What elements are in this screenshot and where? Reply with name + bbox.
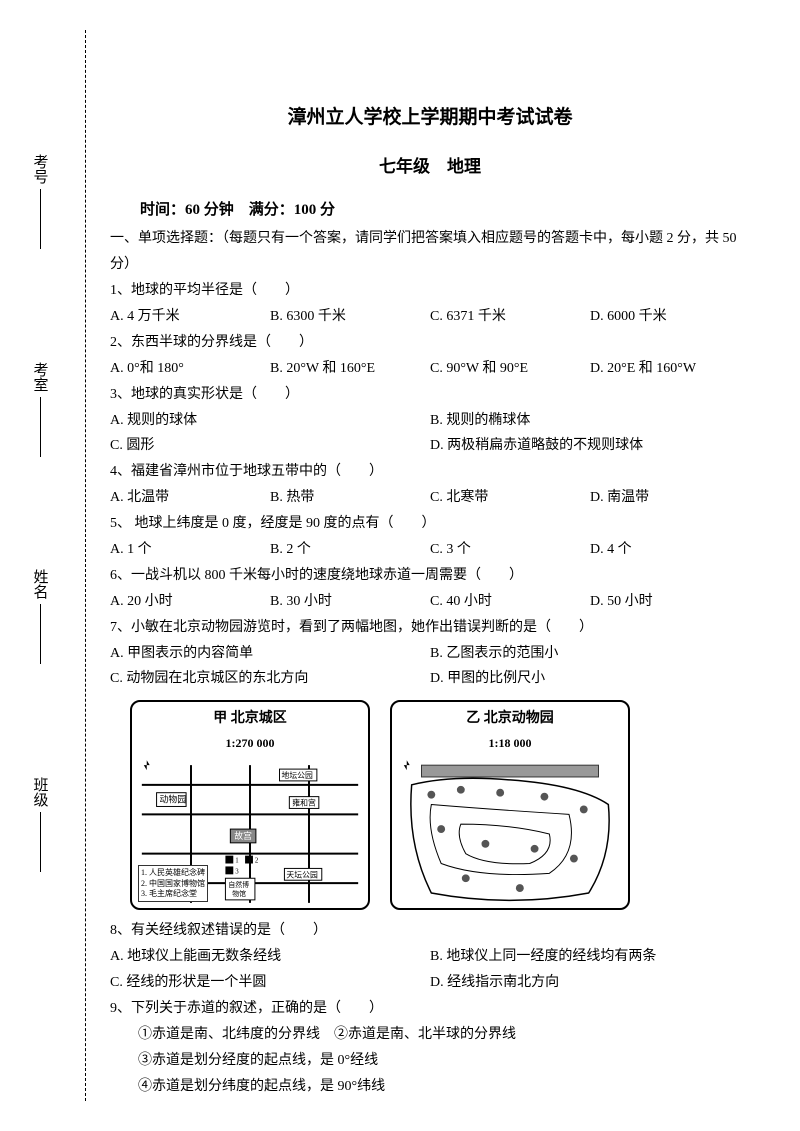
q3-d: D. 两极稍扁赤道略鼓的不规则球体: [430, 433, 750, 459]
svg-text:动物园: 动物园: [160, 794, 187, 805]
q8-c: C. 经线的形状是一个半圆: [110, 970, 430, 996]
question-6: 6、一战斗机以 800 千米每小时的速度绕地球赤道一周需要（ ）: [110, 563, 750, 589]
q2-d: D. 20°E 和 160°W: [590, 356, 750, 382]
q8-b: B. 地球仪上同一经度的经线均有两条: [430, 944, 750, 970]
q8-d: D. 经线指示南北方向: [430, 970, 750, 996]
q4-a: A. 北温带: [110, 485, 270, 511]
q3-c: C. 圆形: [110, 433, 430, 459]
q6-d: D. 50 小时: [590, 589, 750, 615]
q7-d: D. 甲图的比例尺小: [430, 666, 750, 692]
q6-a: A. 20 小时: [110, 589, 270, 615]
map-b-title: 乙 北京动物园: [392, 702, 628, 732]
map-b-svg: [392, 754, 628, 910]
q5-options: A. 1 个 B. 2 个 C. 3 个 D. 4 个: [110, 537, 750, 563]
svg-text:故宫: 故宫: [234, 830, 252, 841]
map-a-legend: 1. 人民英雄纪念碑 2. 中国国家博物馆 3. 毛主席纪念堂: [138, 865, 208, 902]
q1-options: A. 4 万千米 B. 6300 千米 C. 6371 千米 D. 6000 千…: [110, 304, 750, 330]
q1-d: D. 6000 千米: [590, 304, 750, 330]
map-a: 甲 北京城区 1:270 000 动物园 地坛公园 雍和宫 故宫 天坛公园: [130, 700, 370, 910]
q4-options: A. 北温带 B. 热带 C. 北寒带 D. 南温带: [110, 485, 750, 511]
q1-b: B. 6300 千米: [270, 304, 430, 330]
q2-options: A. 0°和 180° B. 20°W 和 160°E C. 90°W 和 90…: [110, 356, 750, 382]
svg-text:3: 3: [235, 869, 239, 876]
binding-margin: 考号 考室 姓名 班级: [20, 0, 60, 1131]
exam-meta: 时间：60 分钟 满分：100 分: [140, 197, 750, 225]
label-class: 班级: [30, 777, 51, 877]
map-b-scale: 1:18 000: [392, 732, 628, 754]
question-1: 1、地球的平均半径是（ ）: [110, 278, 750, 304]
q2-c: C. 90°W 和 90°E: [430, 356, 590, 382]
label-exam-room: 考室: [30, 362, 51, 462]
svg-text:雍和宫: 雍和宫: [292, 798, 316, 808]
q7-options: A. 甲图表示的内容简单 B. 乙图表示的范围小 C. 动物园在北京城区的东北方…: [110, 641, 750, 693]
q3-options: A. 规则的球体 B. 规则的椭球体 C. 圆形 D. 两极稍扁赤道略鼓的不规则…: [110, 408, 750, 460]
q4-b: B. 热带: [270, 485, 430, 511]
exam-title: 漳州立人学校上学期期中考试试卷: [110, 100, 750, 135]
svg-text:地坛公园: 地坛公园: [281, 770, 313, 780]
q4-d: D. 南温带: [590, 485, 750, 511]
q3-b: B. 规则的椭球体: [430, 408, 750, 434]
map-figures: 甲 北京城区 1:270 000 动物园 地坛公园 雍和宫 故宫 天坛公园: [130, 700, 750, 910]
q6-c: C. 40 小时: [430, 589, 590, 615]
q3-a: A. 规则的球体: [110, 408, 430, 434]
fold-line: [85, 30, 86, 1101]
map-a-title: 甲 北京城区: [132, 702, 368, 732]
label-name: 姓名: [30, 569, 51, 669]
q9-sub1: ①赤道是南、北纬度的分界线 ②赤道是南、北半球的分界线: [138, 1022, 750, 1048]
map-a-scale: 1:270 000: [132, 732, 368, 754]
svg-text:天坛公园: 天坛公园: [286, 870, 318, 880]
svg-text:自然博: 自然博: [228, 881, 249, 890]
q5-a: A. 1 个: [110, 537, 270, 563]
q7-b: B. 乙图表示的范围小: [430, 641, 750, 667]
q6-b: B. 30 小时: [270, 589, 430, 615]
question-9: 9、下列关于赤道的叙述，正确的是（ ）: [110, 996, 750, 1022]
exam-subtitle: 七年级 地理: [110, 151, 750, 182]
q7-c: C. 动物园在北京城区的东北方向: [110, 666, 430, 692]
question-2: 2、东西半球的分界线是（ ）: [110, 330, 750, 356]
q5-b: B. 2 个: [270, 537, 430, 563]
question-5: 5、 地球上纬度是 0 度，经度是 90 度的点有（ ）: [110, 511, 750, 537]
q1-c: C. 6371 千米: [430, 304, 590, 330]
question-4: 4、福建省漳州市位于地球五带中的（ ）: [110, 459, 750, 485]
q8-options: A. 地球仪上能画无数条经线 B. 地球仪上同一经度的经线均有两条 C. 经线的…: [110, 944, 750, 996]
question-7: 7、小敏在北京动物园游览时，看到了两幅地图，她作出错误判断的是（ ）: [110, 615, 750, 641]
question-8: 8、有关经线叙述错误的是（ ）: [110, 918, 750, 944]
q9-sub2: ③赤道是划分经度的起点线，是 0°经线: [138, 1048, 750, 1074]
q8-a: A. 地球仪上能画无数条经线: [110, 944, 430, 970]
exam-content: 漳州立人学校上学期期中考试试卷 七年级 地理 时间：60 分钟 满分：100 分…: [110, 100, 750, 1100]
q1-a: A. 4 万千米: [110, 304, 270, 330]
svg-text:1: 1: [235, 858, 239, 865]
section-1-head: 一、单项选择题：（每题只有一个答案，请同学们把答案填入相应题号的答题卡中，每小题…: [110, 226, 750, 278]
q5-d: D. 4 个: [590, 537, 750, 563]
q7-a: A. 甲图表示的内容简单: [110, 641, 430, 667]
map-b: 乙 北京动物园 1:18 000: [390, 700, 630, 910]
q5-c: C. 3 个: [430, 537, 590, 563]
q6-options: A. 20 小时 B. 30 小时 C. 40 小时 D. 50 小时: [110, 589, 750, 615]
q4-c: C. 北寒带: [430, 485, 590, 511]
svg-text:2: 2: [255, 858, 259, 865]
svg-text:物馆: 物馆: [232, 889, 246, 898]
q2-a: A. 0°和 180°: [110, 356, 270, 382]
question-3: 3、地球的真实形状是（ ）: [110, 382, 750, 408]
q9-sub3: ④赤道是划分纬度的起点线，是 90°纬线: [138, 1074, 750, 1100]
q2-b: B. 20°W 和 160°E: [270, 356, 430, 382]
label-exam-number: 考号: [30, 154, 51, 254]
